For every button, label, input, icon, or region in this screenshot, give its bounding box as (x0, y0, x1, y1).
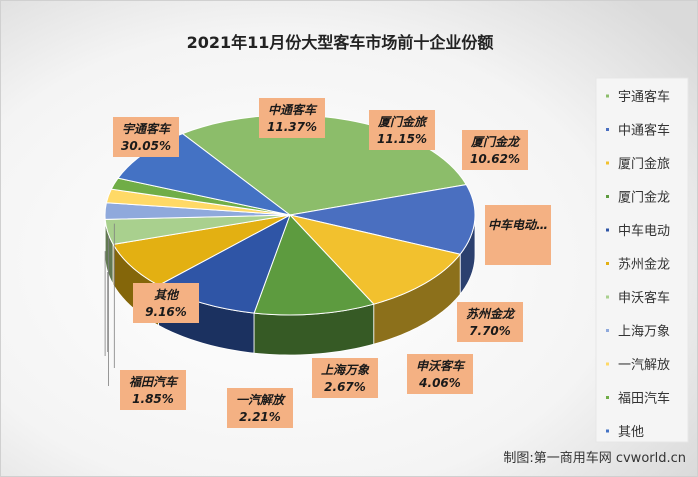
legend-swatch (606, 195, 609, 198)
legend-label: 上海万象 (618, 325, 670, 340)
legend-swatch (606, 161, 609, 165)
data-label-box (457, 302, 523, 342)
legend-label: 厦门金旅 (618, 156, 670, 172)
legend-swatch (606, 295, 609, 299)
data-label-name: 苏州金龙 (466, 307, 516, 321)
legend-label: 申沃客车 (618, 290, 670, 306)
legend-label: 宇通客车 (618, 89, 670, 105)
data-label-value: 4.06% (418, 376, 461, 390)
legend-label: 中车电动 (618, 223, 670, 239)
data-label: 一汽解放 2.21% (227, 388, 293, 428)
legend-label: 一汽解放 (618, 358, 670, 373)
data-label-value: 2.21% (239, 410, 281, 424)
legend-label: 苏州金龙 (618, 257, 670, 273)
legend-swatch (606, 329, 609, 332)
legend-label: 其他 (618, 425, 644, 440)
pie-slice (253, 214, 375, 316)
data-label-name: 一汽解放 (236, 393, 286, 407)
data-label-name: 福田汽车 (129, 375, 179, 389)
footer-credit: 制图:第一商用车网 cvworld.cn (503, 450, 686, 466)
legend-swatch (606, 362, 609, 366)
data-label-box (312, 358, 378, 398)
data-label-value: 11.15% (377, 132, 427, 146)
data-label-name: 其他 (154, 288, 180, 302)
data-label-value: 2.67% (324, 380, 366, 394)
data-label-name: 中车电动… (488, 218, 548, 232)
leader-lines (104, 223, 115, 386)
legend-label: 福田汽车 (618, 391, 670, 407)
legend-item: 苏州金龙 (606, 257, 670, 273)
legend-item: 宇通客车 (606, 89, 670, 105)
data-label-name: 厦门金龙 (470, 135, 521, 149)
data-label: 中车电动… (485, 205, 551, 265)
legend-swatch (606, 396, 609, 399)
legend-background (595, 77, 689, 443)
data-label-box (227, 388, 293, 428)
data-label-name: 宇通客车 (122, 122, 172, 136)
legend-swatch (606, 228, 609, 232)
data-label-box (133, 283, 199, 323)
legend-item: 厦门金龙 (606, 190, 670, 206)
data-label-box (462, 130, 528, 170)
legend-swatch (606, 262, 609, 265)
data-label-name: 厦门金旅 (377, 115, 428, 129)
legend-item: 厦门金旅 (606, 156, 670, 172)
data-label-value: 30.05% (121, 139, 171, 153)
data-label-box (259, 98, 325, 138)
data-label-box (113, 117, 179, 157)
data-label: 其他 9.16% (133, 283, 199, 323)
data-label-name: 中通客车 (268, 103, 318, 117)
legend-swatch (606, 128, 609, 131)
legend-item: 其他 (606, 425, 644, 440)
data-label-value: 11.37% (267, 120, 317, 134)
data-label-name: 上海万象 (321, 363, 370, 377)
data-label-box (120, 370, 186, 410)
legend-item: 上海万象 (606, 325, 670, 340)
legend: 宇通客车中通客车厦门金旅厦门金龙中车电动苏州金龙申沃客车上海万象一汽解放福田汽车… (595, 77, 689, 443)
data-label: 厦门金龙 10.62% (462, 130, 528, 170)
legend-item: 中通客车 (606, 123, 670, 139)
legend-swatch (606, 94, 609, 98)
data-label: 宇通客车 30.05% (113, 117, 179, 157)
legend-swatch (606, 429, 609, 433)
chart-title: 2021年11月份大型客车市场前十企业份额 (187, 33, 494, 52)
data-label: 上海万象 2.67% (312, 358, 378, 398)
legend-item: 福田汽车 (606, 391, 670, 407)
data-label-value: 1.85% (132, 392, 174, 406)
legend-item: 申沃客车 (606, 290, 670, 306)
data-label-value: 10.62% (470, 152, 520, 166)
data-label-box (407, 354, 473, 394)
pie-slice (288, 214, 462, 305)
data-label: 福田汽车 1.85% (120, 370, 186, 410)
data-label-box (369, 110, 435, 150)
pie-slice (289, 184, 476, 255)
data-label: 申沃客车 4.06% (407, 354, 473, 394)
legend-item: 中车电动 (606, 223, 670, 239)
data-label: 中通客车 11.37% (259, 98, 325, 138)
legend-label: 厦门金龙 (618, 190, 670, 206)
data-label-name: 申沃客车 (416, 359, 466, 373)
data-label-value: 9.16% (145, 305, 187, 319)
data-label-box (485, 205, 551, 265)
legend-label: 中通客车 (618, 123, 670, 139)
data-label-value: 7.70% (469, 324, 511, 338)
data-label: 苏州金龙 7.70% (457, 302, 523, 342)
data-label: 厦门金旅 11.15% (369, 110, 435, 150)
legend-item: 一汽解放 (606, 358, 670, 373)
data-labels: 宇通客车 30.05% 中通客车 11.37% 厦门金旅 11.15% 厦门金龙 10.62%… (113, 98, 551, 428)
